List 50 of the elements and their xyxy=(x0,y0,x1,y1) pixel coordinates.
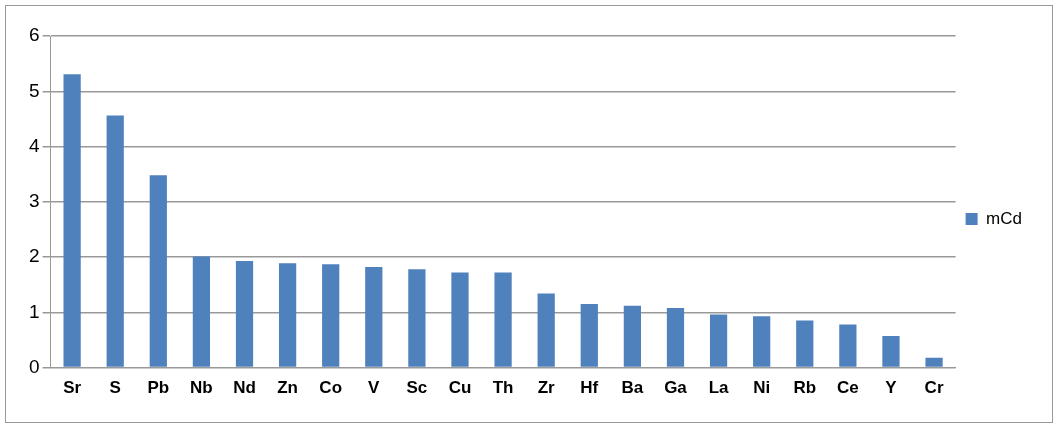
x-tick-label: Ga xyxy=(664,378,688,398)
x-tick-label: Zn xyxy=(277,378,298,398)
x-tick-label: Hf xyxy=(580,378,599,398)
x-tick-label: Ni xyxy=(753,378,771,398)
bar xyxy=(63,74,81,367)
y-tick-label: 3 xyxy=(28,190,40,212)
x-tick-label: Co xyxy=(319,378,343,398)
x-tick-label: Cu xyxy=(448,378,472,398)
x-tick-label: Cr xyxy=(924,378,944,398)
bar xyxy=(666,307,685,367)
bar xyxy=(580,304,598,367)
bar xyxy=(623,305,641,367)
bar xyxy=(408,269,426,367)
bar xyxy=(925,357,943,367)
bar xyxy=(322,264,340,367)
bar xyxy=(537,293,555,367)
x-tick-label: Nd xyxy=(233,378,256,398)
bar xyxy=(839,324,857,367)
bar xyxy=(192,256,211,367)
y-tick-label: 2 xyxy=(28,245,40,267)
x-tick-label: Y xyxy=(885,378,898,398)
x-tick-label: Pb xyxy=(147,378,170,398)
legend-label: mCd xyxy=(986,208,1023,228)
y-tick-label: 4 xyxy=(28,134,40,156)
bar xyxy=(149,175,167,367)
x-tick-label: V xyxy=(368,378,381,398)
bar xyxy=(365,267,383,367)
x-tick-label: Sc xyxy=(406,378,428,398)
bar xyxy=(882,336,900,367)
bar xyxy=(796,320,814,367)
bar xyxy=(106,115,124,367)
x-tick-label: Ba xyxy=(621,378,644,398)
bar xyxy=(451,272,469,367)
bar xyxy=(235,260,254,367)
bar xyxy=(753,316,771,367)
y-tick-label: 0 xyxy=(28,355,40,377)
x-tick-label: S xyxy=(109,378,121,398)
x-tick-label: Nb xyxy=(190,378,213,398)
x-tick-label: Zr xyxy=(537,378,556,398)
x-tick-label: Sr xyxy=(63,378,82,398)
bar xyxy=(278,263,297,367)
y-tick-label: 6 xyxy=(28,24,40,46)
bar xyxy=(709,314,728,367)
x-tick-label: Th xyxy=(492,378,514,398)
x-tick-label: Ce xyxy=(837,378,859,398)
y-tick-label: 1 xyxy=(28,300,40,322)
x-tick-label: Rb xyxy=(793,378,817,398)
bar xyxy=(494,272,512,367)
y-tick-label: 5 xyxy=(28,79,40,101)
x-tick-label: La xyxy=(708,378,730,398)
